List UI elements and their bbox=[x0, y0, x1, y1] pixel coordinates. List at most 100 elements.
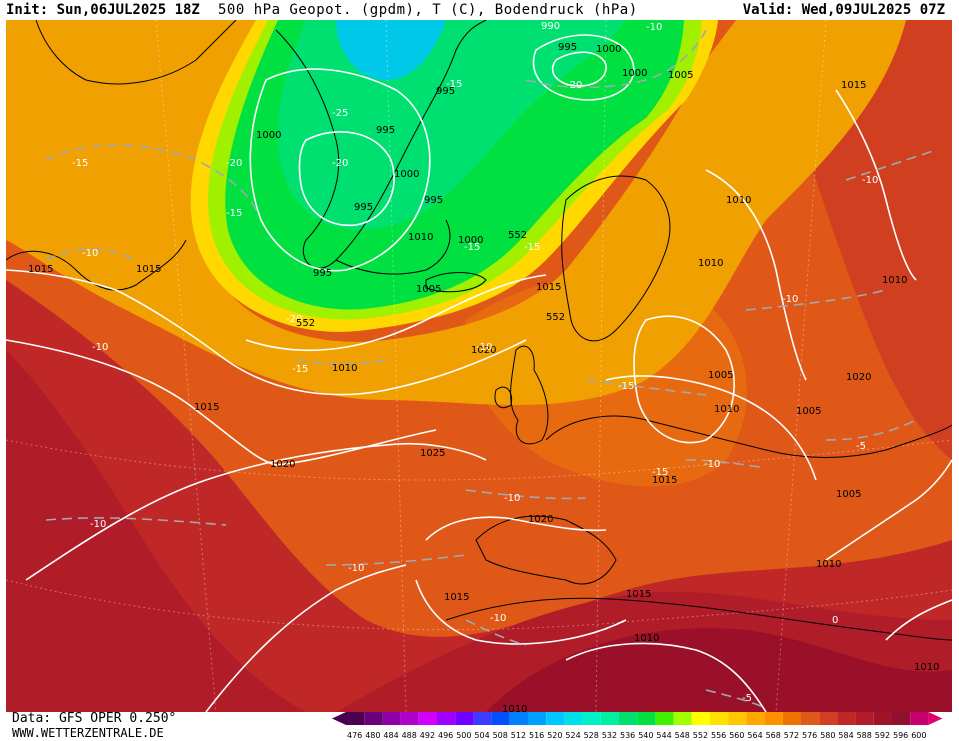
colorbar-cell bbox=[437, 712, 456, 725]
colorbar-cell bbox=[418, 712, 437, 725]
temp-label: -5 bbox=[856, 441, 866, 452]
colorbar-cell bbox=[728, 712, 747, 725]
pressure-label: 1005 bbox=[668, 70, 693, 81]
temp-label: -10 bbox=[490, 613, 506, 624]
colorbar-cell bbox=[746, 712, 765, 725]
colorbar-tick-label: 564 bbox=[747, 731, 762, 740]
temp-label: -15 bbox=[652, 467, 668, 478]
chart-title: 500 hPa Geopot. (gpdm), T (C), Bodendruc… bbox=[218, 2, 638, 18]
colorbar-tick-label: 572 bbox=[784, 731, 799, 740]
height-field-524 bbox=[336, 20, 446, 80]
pressure-label: 1020 bbox=[270, 459, 295, 470]
pressure-label: 1025 bbox=[420, 448, 445, 459]
colorbar-tick-label: 548 bbox=[675, 731, 690, 740]
pressure-label: 1010 bbox=[882, 275, 907, 286]
pressure-label: 1015 bbox=[841, 80, 866, 91]
colorbar-tick-label: 496 bbox=[438, 731, 453, 740]
temp-label: -15 bbox=[464, 242, 480, 253]
colorbar-tick-label: 600 bbox=[911, 731, 926, 740]
colorbar-cell bbox=[619, 712, 638, 725]
pressure-label: 1010 bbox=[714, 404, 739, 415]
website-link: WWW.WETTERZENTRALE.DE bbox=[12, 726, 164, 740]
colorbar-cell bbox=[837, 712, 856, 725]
pressure-label: 1015 bbox=[626, 589, 651, 600]
pressure-label: 1010 bbox=[914, 662, 939, 673]
temp-label: -10 bbox=[90, 519, 106, 530]
colorbar-cell bbox=[528, 712, 547, 725]
pressure-label: 1010 bbox=[698, 258, 723, 269]
graticule bbox=[6, 20, 952, 712]
pressure-label: 1010 bbox=[502, 704, 527, 712]
pressure-label: 995 bbox=[424, 195, 443, 206]
colorbar-cell bbox=[400, 712, 419, 725]
colorbar-cell bbox=[455, 712, 474, 725]
colorbar-cell bbox=[910, 712, 929, 725]
pressure-label: 1005 bbox=[416, 284, 441, 295]
pressure-label: 1020 bbox=[846, 372, 871, 383]
colorbar-tick-label: 520 bbox=[547, 731, 562, 740]
colorbar-cell bbox=[873, 712, 892, 725]
colorbar-tick-label: 488 bbox=[402, 731, 417, 740]
colorbar-cell bbox=[637, 712, 656, 725]
temp-label: -20 bbox=[226, 158, 242, 169]
pressure-label: 1015 bbox=[28, 264, 53, 275]
colorbar-tick-label: 592 bbox=[875, 731, 890, 740]
colorbar-cell bbox=[600, 712, 619, 725]
colorbar-tick-label: 568 bbox=[766, 731, 781, 740]
data-source: Data: GFS OPER 0.250° bbox=[12, 711, 177, 726]
colorbar-tick-label: 508 bbox=[493, 731, 508, 740]
colorbar-cell bbox=[673, 712, 692, 725]
colorbar-cell bbox=[491, 712, 510, 725]
colorbar-cell bbox=[364, 712, 383, 725]
height-field-592 bbox=[486, 628, 952, 712]
pressure-label: 1005 bbox=[796, 406, 821, 417]
pressure-label: 1015 bbox=[136, 264, 161, 275]
colorbar-cell bbox=[782, 712, 801, 725]
pressure-label: 1000 bbox=[394, 169, 419, 180]
pressure-label: 1020 bbox=[528, 514, 553, 525]
pressure-label: 1015 bbox=[444, 592, 469, 603]
pressure-label: 1010 bbox=[816, 559, 841, 570]
colorbar-cell bbox=[855, 712, 874, 725]
temp-label: -10 bbox=[862, 175, 878, 186]
colorbar-cell bbox=[546, 712, 565, 725]
temp-label: -20 bbox=[566, 80, 582, 91]
pressure-label: 995 bbox=[354, 202, 373, 213]
temp-label: -15 bbox=[292, 364, 308, 375]
colorbar-tick-label: 504 bbox=[474, 731, 489, 740]
colorbar-cell bbox=[764, 712, 783, 725]
pressure-label: 995 bbox=[436, 86, 455, 97]
pressure-label: 995 bbox=[313, 268, 332, 279]
colorbar-tick-label: 560 bbox=[729, 731, 744, 740]
pressure-label: 1000 bbox=[458, 235, 483, 246]
pressure-label: 1000 bbox=[256, 130, 281, 141]
height-label: 552 bbox=[546, 312, 565, 323]
colorbar-tick-label: 540 bbox=[638, 731, 653, 740]
colorbar-right-arrow bbox=[928, 712, 943, 725]
weather-map: 990 1000 1005 995 1000 995 1000 995 995 … bbox=[6, 20, 952, 712]
temp-label: -10 bbox=[704, 459, 720, 470]
temp-label: -20 bbox=[286, 314, 302, 325]
colorbar-cell bbox=[582, 712, 601, 725]
pressure-label: 1010 bbox=[332, 363, 357, 374]
pressure-label: 995 bbox=[376, 125, 395, 136]
colorbar-cell bbox=[473, 712, 492, 725]
height-field-564 bbox=[6, 20, 906, 405]
colorbar-cell bbox=[892, 712, 911, 725]
temp-label: 0 bbox=[832, 615, 838, 626]
colorbar-cell bbox=[564, 712, 583, 725]
colorbar-cell bbox=[801, 712, 820, 725]
height-label: 552 bbox=[508, 230, 527, 241]
colorbar-tick-label: 512 bbox=[511, 731, 526, 740]
colorbar-tick-label: 532 bbox=[602, 731, 617, 740]
colorbar-cell bbox=[346, 712, 365, 725]
colorbar-tick-label: 596 bbox=[893, 731, 908, 740]
colorbar-tick-label: 484 bbox=[383, 731, 398, 740]
temp-label: -10 bbox=[92, 342, 108, 353]
colorbar-tick-label: 516 bbox=[529, 731, 544, 740]
height-labels: 552 552 552 bbox=[296, 230, 565, 329]
temp-label: -10 bbox=[782, 294, 798, 305]
colorbar-tick-label: 544 bbox=[656, 731, 671, 740]
temp-label: -15 bbox=[72, 158, 88, 169]
